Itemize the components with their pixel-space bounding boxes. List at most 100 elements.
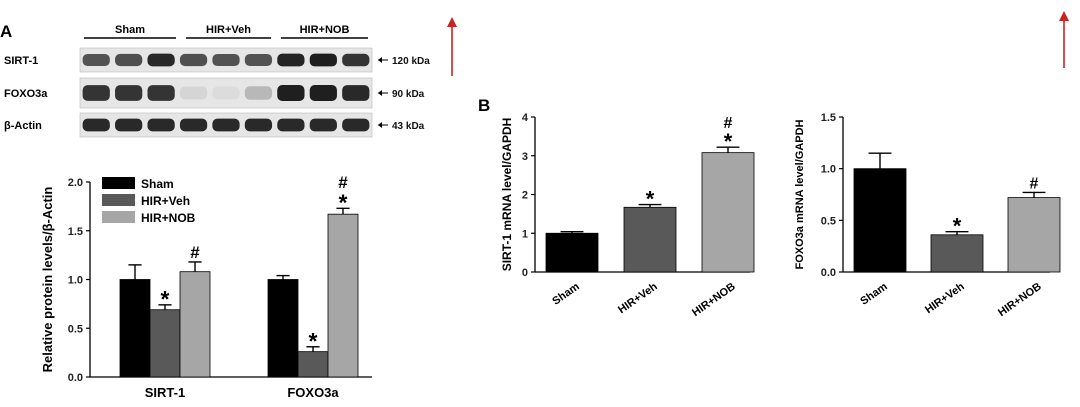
- blot-row-label-foxo3a: FOXO3a: [4, 88, 48, 100]
- kda-arrow-head: [378, 122, 382, 128]
- blot-band: [115, 53, 143, 67]
- bar: [179, 271, 211, 378]
- blot-band: [277, 53, 305, 67]
- x-tick-label-foxo3a: FOXO3a: [287, 385, 339, 400]
- y-axis-label: Relative protein levels/β-Actin: [40, 187, 55, 373]
- bar: [149, 309, 181, 378]
- y-tick-label: 0.5: [68, 323, 83, 335]
- significance-star: *: [161, 286, 170, 312]
- y-tick-label: 4: [522, 112, 529, 124]
- y-tick-label: 1: [522, 228, 528, 240]
- bar: [327, 213, 359, 378]
- significance-star: *: [339, 189, 348, 215]
- blot-band: [342, 53, 370, 67]
- sirt1-mrna-bar-chart: 0 1 2 3 4 SIRT-1 mRNA level/GAPDH Sham * HIR+Veh…: [500, 112, 755, 319]
- x-tick-label-hir-veh: HIR+Veh: [923, 280, 967, 316]
- significance-star: *: [724, 129, 733, 154]
- blot-band: [179, 118, 208, 132]
- significance-star: *: [646, 187, 655, 212]
- legend-swatch-hir-nob: [102, 211, 135, 223]
- red-arrow-2: [1059, 11, 1069, 68]
- significance-hash: #: [190, 243, 200, 262]
- blot-group-hir-nob: HIR+NOB: [300, 24, 350, 36]
- legend-swatch-hir-veh: [102, 194, 135, 206]
- legend-label-hir-veh: HIR+Veh: [141, 194, 190, 208]
- blot-band: [244, 118, 273, 132]
- kda-label-sirt-1: 120 kDa: [392, 56, 430, 67]
- y-tick-label: 0: [522, 267, 528, 279]
- blot-band: [179, 86, 208, 100]
- foxo3a-mrna-bar-chart: 0.0 0.5 1.0 1.5 FOXO3a mRNA level/GAPDH Sham *…: [794, 112, 1061, 319]
- protein-level-bar-chart: 0.0 0.5 1.0 1.5 2.0 Relative protein levels/β…: [40, 173, 372, 400]
- x-tick-label-hir-nob: HIR+NOB: [996, 281, 1044, 319]
- y-tick-label: 1.0: [68, 275, 83, 287]
- x-tick-label-sham: Sham: [858, 281, 890, 308]
- blot-band: [212, 118, 240, 132]
- blot-band: [212, 86, 240, 100]
- blot-band: [82, 53, 110, 67]
- significance-hash: #: [724, 115, 733, 132]
- legend-label-sham: Sham: [141, 177, 174, 191]
- blot-band: [277, 118, 305, 132]
- y-tick-label: 2.0: [68, 177, 83, 189]
- blot-band: [342, 85, 370, 101]
- significance-hash: #: [1030, 175, 1039, 192]
- y-tick-label: 0.0: [821, 267, 836, 279]
- y-tick-label: 0.5: [821, 215, 836, 227]
- blot-band: [212, 53, 240, 67]
- y-tick-label: 1.5: [68, 226, 83, 238]
- blot-band: [179, 53, 208, 67]
- kda-label-actin: 43 kDa: [392, 121, 425, 132]
- kda-arrow-head: [378, 57, 382, 63]
- significance-star: *: [309, 328, 318, 354]
- legend-swatch-sham: [102, 177, 135, 189]
- significance-star: *: [953, 214, 962, 239]
- bar: [1007, 197, 1061, 273]
- red-arrow-1: [447, 17, 457, 76]
- panel-label-a: A: [0, 22, 12, 41]
- y-axis-label: FOXO3a mRNA level/GAPDH: [794, 119, 806, 269]
- bar: [701, 152, 755, 273]
- kda-arrow-head: [378, 90, 382, 96]
- blot-row-label-actin: β-Actin: [4, 120, 42, 132]
- bar: [119, 279, 151, 378]
- blot-band: [342, 118, 370, 132]
- bar: [545, 232, 599, 273]
- y-tick-label: 0.0: [68, 372, 83, 384]
- blot-band: [244, 86, 273, 100]
- blot-row-label-sirt-1: SIRT-1: [4, 55, 38, 67]
- blot-band: [147, 53, 175, 67]
- y-tick-label: 3: [522, 151, 528, 163]
- significance-hash: #: [338, 173, 348, 192]
- bar: [267, 279, 299, 378]
- bar: [853, 168, 907, 273]
- bar: [623, 206, 677, 273]
- blot-band: [309, 118, 337, 132]
- blot-band: [277, 84, 305, 102]
- kda-label-foxo3a: 90 kDa: [392, 89, 425, 100]
- y-tick-label: 1.5: [821, 112, 836, 124]
- legend-label-hir-nob: HIR+NOB: [141, 211, 196, 225]
- y-axis-label: SIRT-1 mRNA level/GAPDH: [500, 118, 514, 272]
- x-tick-label-sirt-1: SIRT-1: [145, 385, 185, 400]
- blot-band: [115, 118, 143, 132]
- y-tick-label: 2: [522, 190, 528, 202]
- blot-band: [244, 53, 273, 67]
- x-tick-label-hir-veh: HIR+Veh: [616, 280, 660, 316]
- blot-band: [309, 53, 337, 67]
- blot-group-hir-veh: HIR+Veh: [206, 24, 251, 36]
- x-tick-label-sham: Sham: [550, 281, 582, 308]
- blot-band: [147, 118, 175, 132]
- blot-band: [115, 85, 143, 101]
- blot-band: [147, 85, 175, 101]
- western-blot: Sham HIR+Veh HIR+NOB SIRT-1 120 kDa FOXO3a 90 …: [4, 24, 430, 138]
- bar: [297, 351, 329, 378]
- panel-label-b: B: [478, 96, 490, 115]
- x-tick-label-hir-nob: HIR+NOB: [690, 281, 738, 319]
- blot-group-sham: Sham: [115, 24, 145, 36]
- blot-band: [82, 118, 110, 132]
- y-tick-label: 1.0: [821, 164, 836, 176]
- blot-band: [309, 84, 337, 102]
- blot-band: [82, 85, 110, 101]
